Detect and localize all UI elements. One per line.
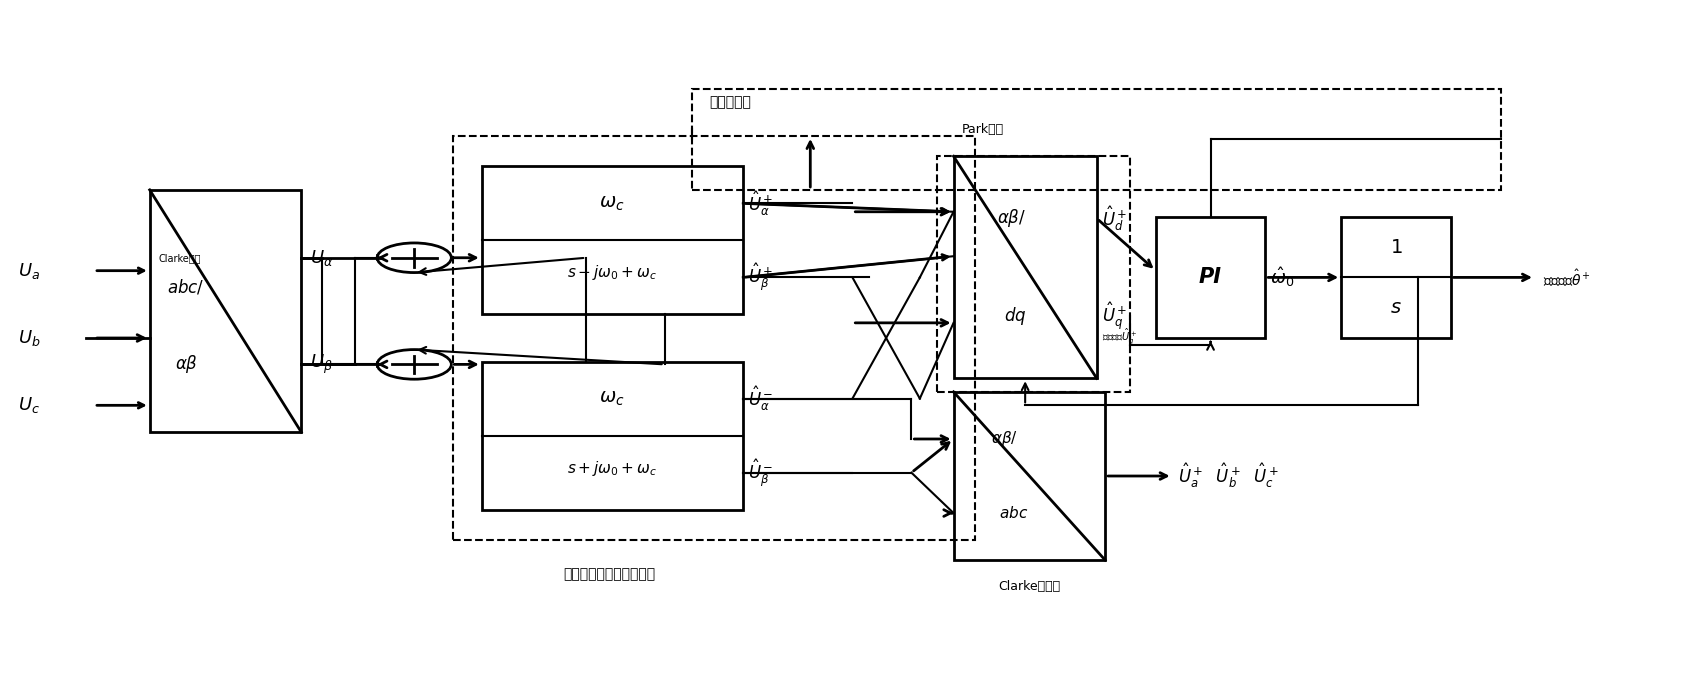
Bar [1342, 217, 1450, 338]
Text: $U_\alpha$: $U_\alpha$ [311, 247, 333, 268]
Text: Park变换: Park变换 [962, 123, 1004, 136]
Bar [481, 166, 743, 314]
Text: $U_a$: $U_a$ [19, 261, 41, 281]
Text: $-$: $-$ [403, 343, 415, 356]
Bar [452, 136, 976, 540]
Bar [954, 392, 1106, 560]
Text: Clarke变换: Clarke变换 [159, 253, 201, 263]
Text: $\hat{U}_d^+$: $\hat{U}_d^+$ [1102, 204, 1128, 233]
Text: $abc/$: $abc/$ [167, 277, 204, 296]
Text: $\hat{U}_\beta^-$: $\hat{U}_\beta^-$ [748, 457, 773, 489]
Text: $s-j\omega_0+\omega_c$: $s-j\omega_0+\omega_c$ [567, 264, 657, 283]
Text: $U_c$: $U_c$ [19, 395, 41, 415]
Text: $\hat{U}_q^+$: $\hat{U}_q^+$ [1102, 300, 1128, 332]
Text: $U_\beta$: $U_\beta$ [311, 353, 333, 376]
Text: $abc$: $abc$ [999, 505, 1028, 521]
Text: $\alpha\beta/$: $\alpha\beta/$ [996, 208, 1026, 229]
Text: $U_b$: $U_b$ [19, 328, 41, 348]
Text: 正序相位$\hat{\theta}^+$: 正序相位$\hat{\theta}^+$ [1543, 267, 1592, 288]
Text: 交叉解耦自适应复数滤波: 交叉解耦自适应复数滤波 [564, 567, 657, 581]
Text: $-$: $-$ [403, 266, 415, 279]
Text: $\omega_c$: $\omega_c$ [599, 194, 625, 213]
Text: $\hat{\omega}_0$: $\hat{\omega}_0$ [1271, 266, 1295, 289]
Bar [954, 156, 1097, 379]
Text: $1$: $1$ [1389, 238, 1403, 257]
Bar [481, 362, 743, 510]
Text: $s+j\omega_0+\omega_c$: $s+j\omega_0+\omega_c$ [567, 459, 657, 478]
Text: $\alpha\beta$: $\alpha\beta$ [176, 354, 197, 375]
Text: $\omega_c$: $\omega_c$ [599, 389, 625, 408]
Text: PI: PI [1198, 268, 1222, 287]
Text: $\hat{U}_\beta^+$: $\hat{U}_\beta^+$ [748, 262, 773, 293]
Text: $\hat{U}_\alpha^-$: $\hat{U}_\alpha^-$ [748, 384, 773, 413]
Text: $\hat{U}_a^+$  $\hat{U}_b^+$  $\hat{U}_c^+$: $\hat{U}_a^+$ $\hat{U}_b^+$ $\hat{U}_c^+… [1178, 462, 1278, 490]
Text: 频率自适应: 频率自适应 [709, 95, 751, 110]
Text: $\hat{U}_\alpha^+$: $\hat{U}_\alpha^+$ [748, 189, 773, 218]
Text: $s$: $s$ [1389, 298, 1401, 317]
Bar [150, 190, 302, 432]
Text: Clarke反变换: Clarke反变换 [998, 581, 1060, 594]
Text: $+$: $+$ [371, 252, 381, 263]
Bar [692, 89, 1501, 190]
Bar [1156, 217, 1266, 338]
Text: $\alpha\beta/$: $\alpha\beta/$ [991, 429, 1018, 448]
Text: 正序幅值$\hat{U}_q^+$: 正序幅值$\hat{U}_q^+$ [1102, 327, 1138, 346]
Bar [937, 156, 1131, 392]
Text: $+$: $+$ [371, 359, 381, 370]
Text: $dq$: $dq$ [1004, 305, 1026, 327]
